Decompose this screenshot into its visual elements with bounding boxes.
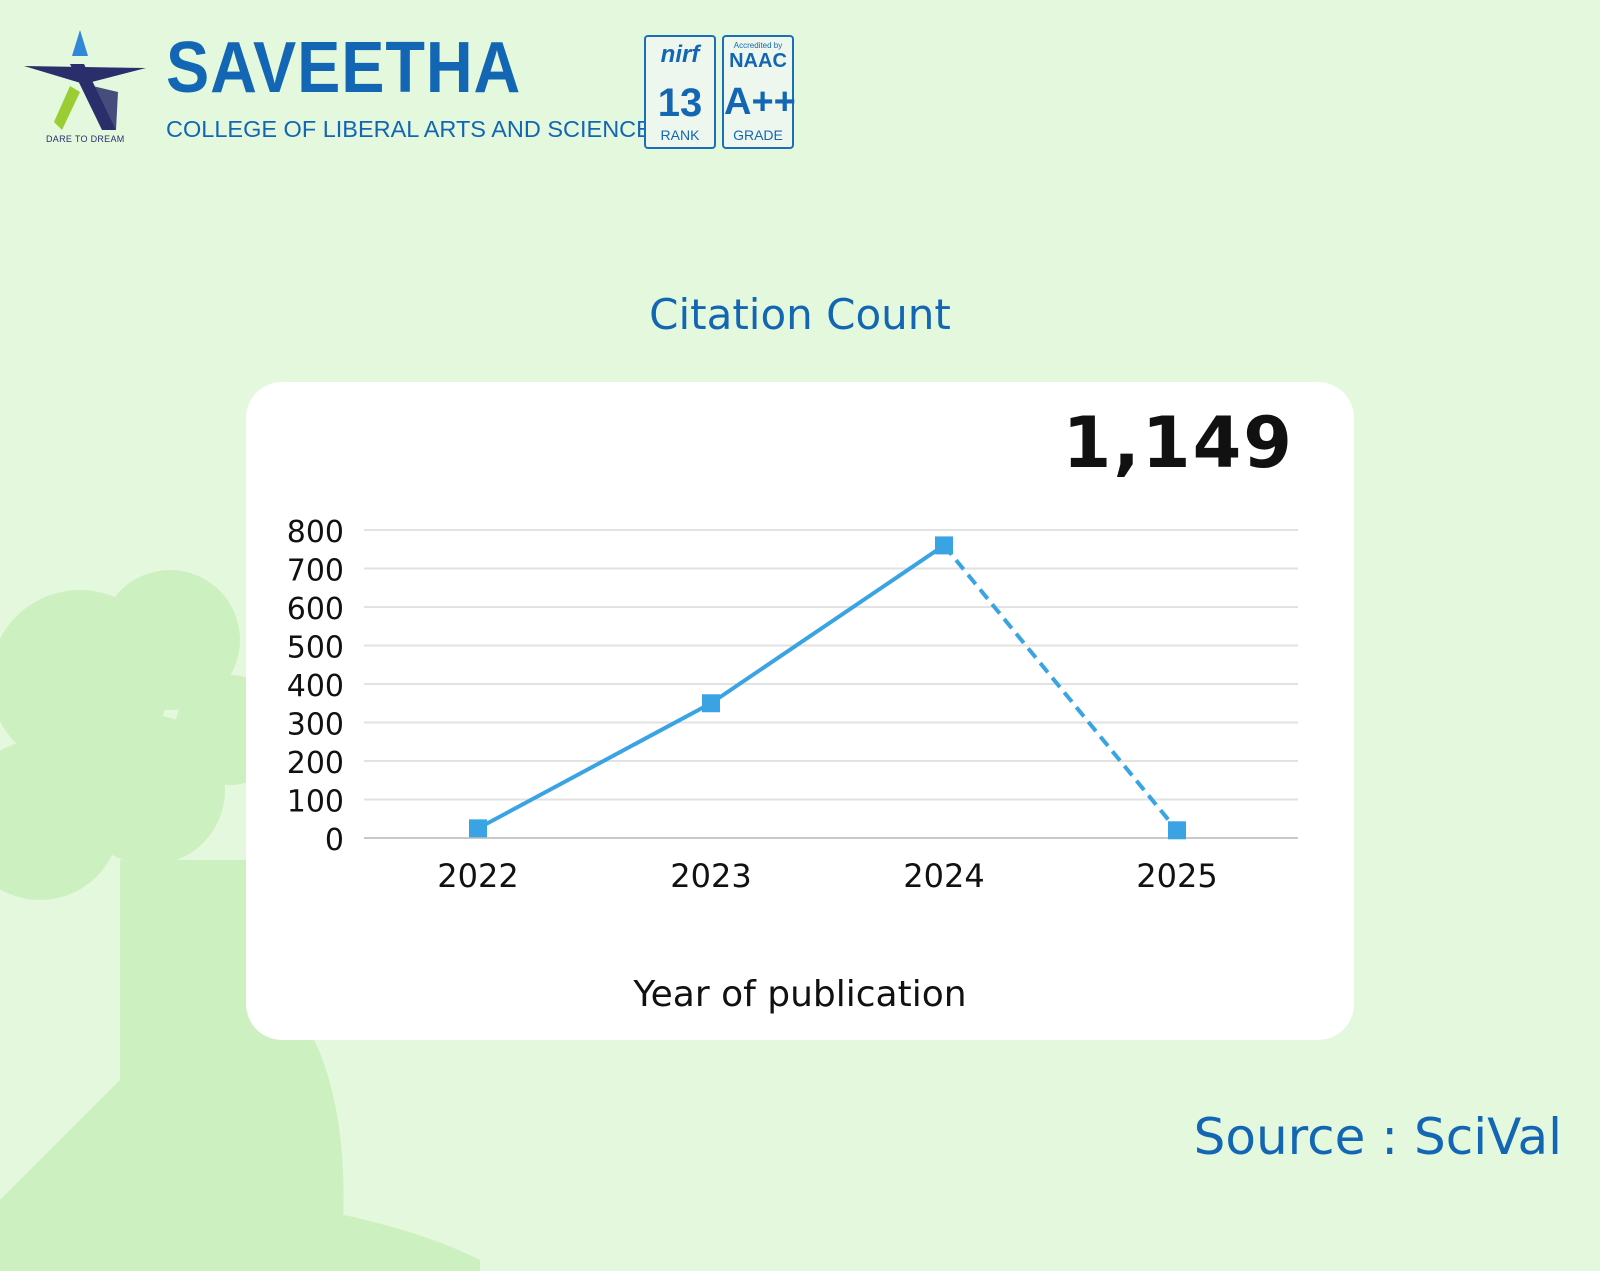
x-tick-label: 2023	[670, 857, 751, 895]
series-line-segment-dashed	[942, 544, 1179, 832]
series-line-segment	[477, 701, 712, 831]
nirf-rank-badge: nirf 13 RANK	[644, 35, 716, 149]
total-citation-count: 1,149	[1062, 402, 1294, 484]
x-tick-label: 2024	[903, 857, 984, 895]
naac-grade-value: A++	[724, 81, 796, 123]
y-tick-label: 300	[287, 708, 344, 743]
data-point-marker	[935, 536, 953, 555]
star-logo-icon	[24, 30, 146, 130]
y-tick-label: 700	[287, 554, 344, 589]
naac-name: NAAC	[729, 50, 787, 72]
logo-tagline: DARE TO DREAM	[46, 134, 125, 144]
nirf-logo: nirf	[660, 41, 700, 68]
chart-card: 0 100 200 300 400 500 600 700 800 2022 2023 2024 202…	[246, 382, 1354, 1040]
x-axis-title: Year of publication	[633, 974, 967, 1015]
series-line-segment	[709, 543, 946, 705]
naac-accredited-text: Accredited by	[733, 41, 783, 50]
page-title: Citation Count	[649, 290, 951, 339]
nirf-rank-label: RANK	[660, 127, 700, 143]
y-tick-label: 600	[287, 592, 344, 627]
header: DARE TO DREAM SAVEETHA COLLEGE OF LIBERA…	[24, 26, 824, 156]
y-tick-label: 100	[287, 785, 344, 820]
naac-grade-badge: Accredited by NAAC A++ GRADE	[722, 35, 796, 149]
x-tick-label: 2022	[437, 857, 518, 895]
y-tick-label: 500	[287, 631, 344, 666]
nirf-rank-value: 13	[657, 81, 703, 125]
source-label: Source : SciVal	[1193, 1108, 1562, 1166]
data-point-marker	[469, 819, 487, 838]
x-tick-label: 2025	[1136, 857, 1217, 895]
y-tick-label: 200	[287, 746, 344, 781]
y-tick-label: 400	[287, 669, 344, 704]
y-tick-label: 0	[325, 823, 344, 858]
data-point-marker	[702, 694, 720, 713]
y-tick-label: 800	[287, 515, 344, 550]
brand-subtitle: COLLEGE OF LIBERAL ARTS AND SCIENCES	[166, 116, 668, 142]
data-point-marker	[1168, 821, 1186, 840]
brand-name: SAVEETHA	[166, 28, 522, 108]
naac-grade-label: GRADE	[733, 127, 783, 143]
tree-watermark	[0, 570, 480, 1271]
